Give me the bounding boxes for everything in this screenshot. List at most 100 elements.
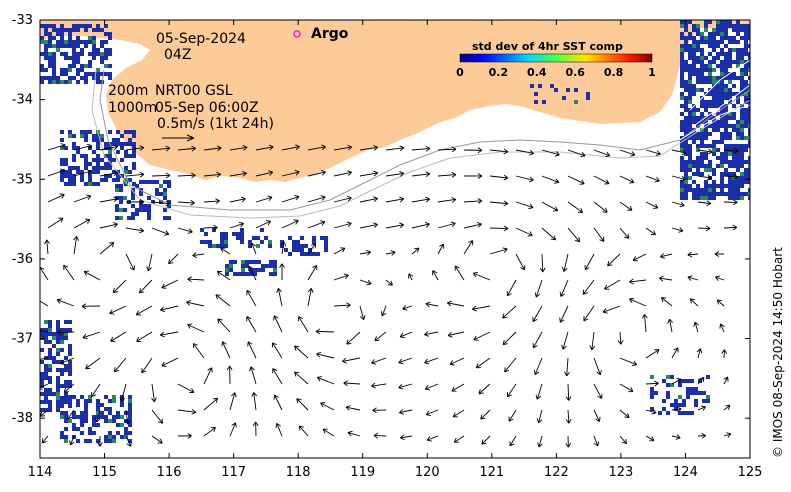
current-vector-head xyxy=(251,392,258,397)
current-vector xyxy=(307,265,318,281)
current-vector xyxy=(246,316,257,333)
sst-pixel xyxy=(268,240,272,244)
sst-pixel xyxy=(728,148,732,152)
sst-pixel xyxy=(700,152,704,156)
sst-pixel xyxy=(720,52,724,56)
sst-pixel xyxy=(680,192,684,196)
sst-pixel xyxy=(716,40,720,44)
sst-pixel xyxy=(44,368,48,372)
sst-pixel xyxy=(684,184,688,188)
sst-pixel xyxy=(128,154,132,158)
sst-pixel xyxy=(674,399,678,403)
current-vector-head xyxy=(506,392,512,398)
current-vector-head xyxy=(295,144,300,151)
sst-pixel xyxy=(696,172,700,176)
sst-pixel xyxy=(300,244,304,248)
sst-pixel xyxy=(680,84,684,88)
sst-pixel xyxy=(684,44,688,48)
current-vector xyxy=(463,200,482,203)
current-vector xyxy=(399,331,413,338)
current-vector xyxy=(473,331,491,341)
sst-pixel xyxy=(60,178,64,182)
sst-pixel xyxy=(241,268,245,272)
sst-pixel xyxy=(700,56,704,60)
sst-pixel xyxy=(692,52,696,56)
sst-pixel xyxy=(684,80,688,84)
current-vector-head xyxy=(472,305,477,312)
sst-pixel xyxy=(108,36,112,40)
current-vector-head xyxy=(139,145,145,151)
current-vector xyxy=(437,198,456,203)
sst-pixel xyxy=(728,152,732,156)
sst-pixel xyxy=(224,236,228,240)
sst-pixel xyxy=(712,124,716,128)
current-vector xyxy=(385,147,404,151)
sst-pixel xyxy=(704,132,708,136)
sst-pixel xyxy=(696,184,700,188)
sst-pixel xyxy=(724,136,728,140)
sst-pixel xyxy=(670,383,674,387)
sst-pixel xyxy=(88,72,92,76)
sst-pixel xyxy=(60,174,64,178)
sst-pixel xyxy=(692,112,696,116)
current-vector-head xyxy=(373,196,378,203)
sst-pixel xyxy=(108,52,112,56)
sst-pixel xyxy=(680,20,684,24)
sst-pixel xyxy=(245,272,249,276)
sst-pixel xyxy=(530,84,534,88)
current-vector-head xyxy=(502,339,508,346)
current-vector-head xyxy=(210,426,216,432)
sst-pixel xyxy=(692,28,696,32)
current-vector-head xyxy=(655,150,661,156)
sst-pixel xyxy=(48,32,52,36)
sst-pixel xyxy=(68,182,72,186)
sst-pixel xyxy=(708,60,712,64)
sst-pixel xyxy=(40,348,44,352)
current-vector-head xyxy=(373,170,379,177)
sst-pixel xyxy=(240,240,244,244)
current-vector-head xyxy=(565,418,572,424)
sst-pixel xyxy=(124,130,128,134)
current-vector-head xyxy=(577,207,584,213)
current-vector xyxy=(229,172,247,177)
current-vector-head xyxy=(272,368,278,374)
sst-pixel xyxy=(288,252,292,256)
sst-pixel xyxy=(212,244,216,248)
sst-pixel xyxy=(124,170,128,174)
sst-pixel xyxy=(724,28,728,32)
sst-pixel xyxy=(720,140,724,144)
sst-pixel xyxy=(52,24,56,28)
current-vector-head xyxy=(346,339,352,345)
sst-pixel xyxy=(708,144,712,148)
sst-pixel xyxy=(56,408,60,412)
sst-pixel xyxy=(92,423,96,427)
current-vector-head xyxy=(596,370,602,376)
sst-pixel xyxy=(128,431,132,435)
current-vector-head xyxy=(67,414,73,420)
sst-pixel xyxy=(724,64,728,68)
sst-pixel xyxy=(700,112,704,116)
current-vector xyxy=(255,171,273,177)
sst-pixel xyxy=(48,340,52,344)
sst-pixel xyxy=(324,240,328,244)
sst-pixel xyxy=(84,130,88,134)
sst-pixel xyxy=(68,368,72,372)
sst-pixel xyxy=(108,130,112,134)
current-vector-head xyxy=(139,288,145,294)
sst-pixel xyxy=(84,134,88,138)
sst-pixel xyxy=(744,44,748,48)
current-vector xyxy=(619,435,627,444)
sst-pixel xyxy=(52,44,56,48)
sst-pixel xyxy=(712,60,716,64)
current-vector xyxy=(296,398,309,411)
current-vector xyxy=(342,357,361,362)
sst-pixel xyxy=(208,240,212,244)
sst-pixel xyxy=(684,24,688,28)
current-vector xyxy=(645,349,660,359)
sst-pixel xyxy=(56,328,60,332)
sst-pixel xyxy=(108,431,112,435)
sst-pixel xyxy=(712,88,716,92)
sst-pixel xyxy=(241,260,245,264)
sst-pixel xyxy=(692,24,696,28)
sst-pixel xyxy=(112,395,116,399)
